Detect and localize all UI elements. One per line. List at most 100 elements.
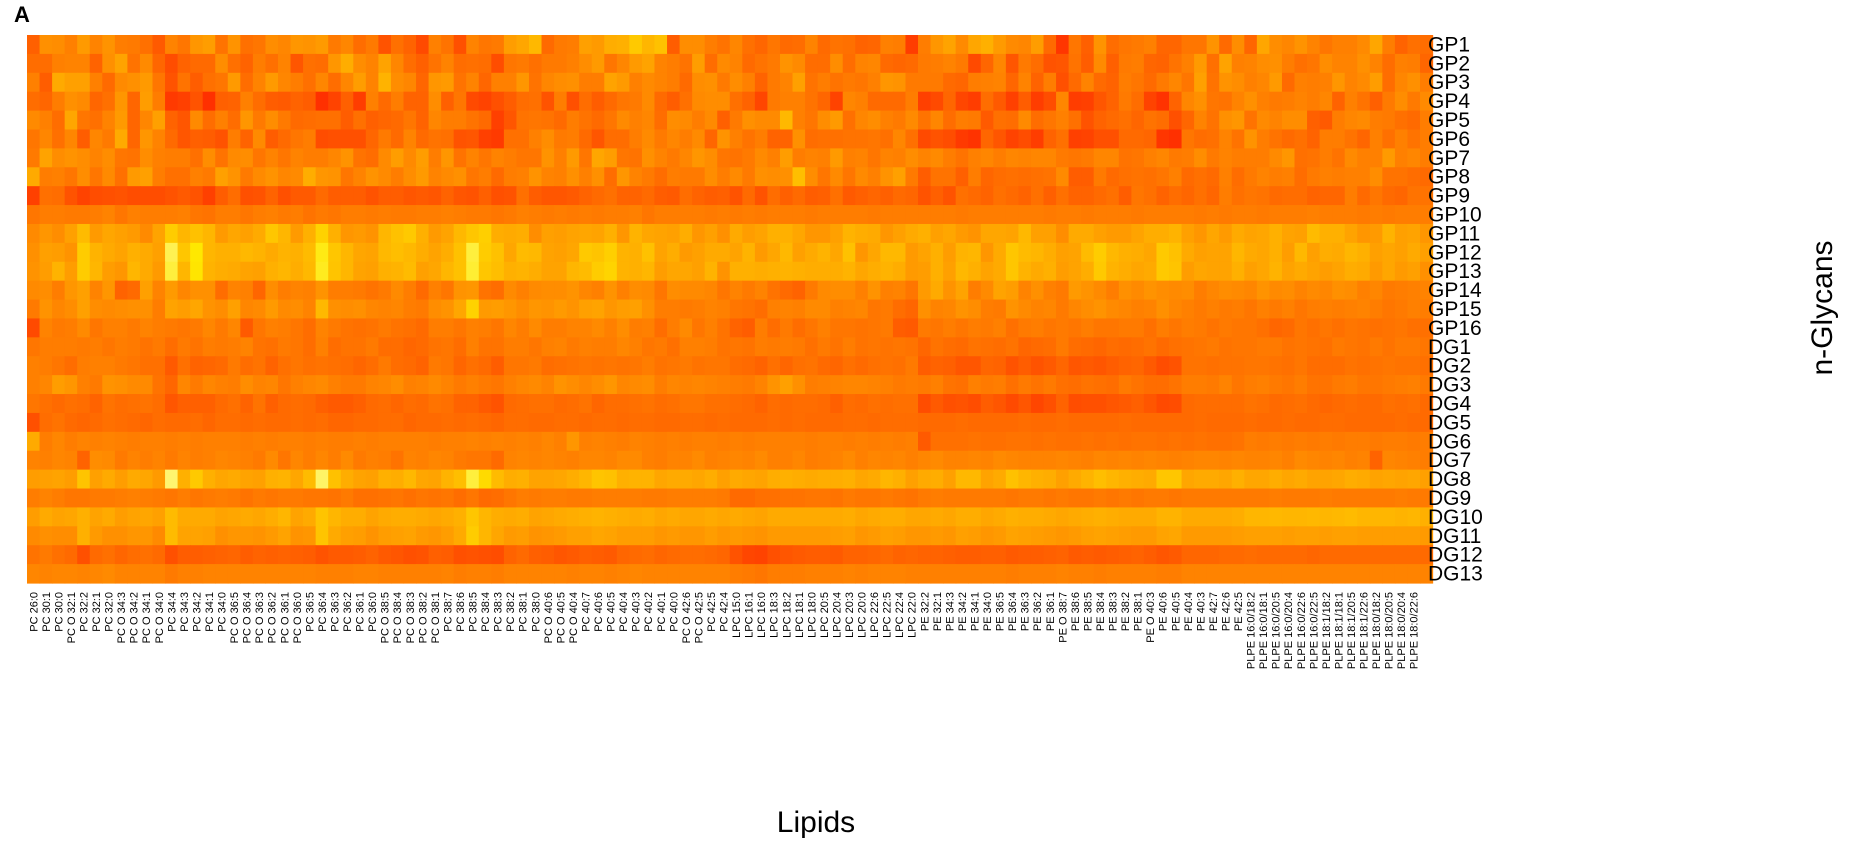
heatmap-cell bbox=[1407, 545, 1421, 565]
heatmap-cell bbox=[265, 242, 279, 263]
heatmap-cell bbox=[1344, 526, 1358, 546]
heatmap-cell bbox=[641, 110, 656, 131]
heatmap-cell bbox=[516, 450, 530, 471]
heatmap-cell bbox=[1206, 53, 1220, 74]
heatmap-cell bbox=[1131, 129, 1145, 149]
heatmap-cell bbox=[1068, 507, 1082, 527]
heatmap-cell bbox=[491, 394, 505, 414]
heatmap-cell bbox=[277, 469, 292, 490]
heatmap-cell bbox=[378, 299, 392, 320]
heatmap-cell bbox=[1018, 318, 1032, 338]
heatmap-cell bbox=[779, 91, 794, 112]
heatmap-cell bbox=[1256, 526, 1271, 546]
heatmap-cell bbox=[1143, 205, 1158, 225]
heatmap-cell bbox=[1005, 242, 1020, 263]
heatmap-cell bbox=[252, 242, 267, 263]
column-label: PE 42:6 bbox=[1220, 592, 1232, 631]
heatmap-cell bbox=[265, 129, 279, 149]
heatmap-cell bbox=[340, 337, 354, 357]
heatmap-cell bbox=[1231, 431, 1245, 452]
heatmap-cell bbox=[1156, 469, 1170, 490]
heatmap-cell bbox=[717, 469, 731, 490]
heatmap-cell bbox=[779, 431, 794, 452]
heatmap-cell bbox=[1394, 53, 1409, 74]
heatmap-cell bbox=[1068, 337, 1082, 357]
heatmap-cell bbox=[165, 110, 179, 131]
heatmap-cell bbox=[1043, 91, 1057, 112]
heatmap-cell bbox=[102, 469, 116, 490]
heatmap-cell bbox=[390, 356, 405, 376]
heatmap-cell bbox=[1206, 431, 1220, 452]
heatmap-cell bbox=[855, 280, 869, 301]
heatmap-cell bbox=[579, 431, 593, 452]
heatmap-cell bbox=[1357, 526, 1371, 546]
heatmap-cell bbox=[1369, 280, 1383, 301]
heatmap-cell bbox=[516, 186, 530, 206]
heatmap-cell bbox=[704, 205, 718, 225]
heatmap-cell bbox=[892, 469, 907, 490]
heatmap-cell bbox=[378, 186, 392, 206]
heatmap-cell bbox=[77, 186, 91, 206]
column-label: PE 40:3 bbox=[1195, 592, 1207, 631]
heatmap-cell bbox=[742, 205, 756, 225]
heatmap-cell bbox=[441, 110, 455, 131]
heatmap-cell bbox=[365, 545, 379, 565]
heatmap-cell bbox=[1018, 526, 1032, 546]
heatmap-cell bbox=[416, 72, 430, 93]
heatmap-cell bbox=[303, 129, 317, 149]
column-label: PC 34:1 bbox=[204, 592, 216, 632]
heatmap-cell bbox=[1056, 450, 1070, 471]
heatmap-cell bbox=[1307, 394, 1321, 414]
heatmap-cell bbox=[39, 129, 53, 149]
heatmap-cell bbox=[805, 91, 819, 112]
heatmap-cell bbox=[353, 431, 367, 452]
heatmap-cell bbox=[1030, 299, 1045, 320]
heatmap-cell bbox=[1294, 318, 1308, 338]
heatmap-cell bbox=[541, 148, 555, 168]
heatmap-cell bbox=[1332, 186, 1346, 206]
heatmap-cell bbox=[554, 412, 568, 433]
heatmap-cell bbox=[1332, 469, 1346, 490]
heatmap-cell bbox=[980, 337, 994, 357]
heatmap-cell bbox=[616, 469, 630, 490]
heatmap-cell bbox=[139, 223, 154, 244]
heatmap-cell bbox=[1093, 545, 1107, 565]
heatmap-cell bbox=[265, 394, 279, 414]
heatmap-cell bbox=[1081, 110, 1095, 131]
heatmap-cell bbox=[240, 72, 254, 93]
heatmap-cell bbox=[867, 129, 881, 149]
heatmap-cell bbox=[554, 261, 568, 282]
heatmap-cell bbox=[579, 53, 593, 74]
heatmap-cell bbox=[667, 375, 681, 395]
heatmap-cell bbox=[240, 545, 254, 565]
heatmap-cell bbox=[516, 356, 530, 376]
heatmap-cell bbox=[717, 564, 731, 584]
heatmap-cell bbox=[880, 280, 894, 301]
heatmap-cell bbox=[77, 205, 91, 225]
heatmap-cell bbox=[240, 431, 254, 452]
heatmap-cell bbox=[503, 299, 518, 320]
heatmap-cell bbox=[89, 223, 103, 244]
heatmap-cell bbox=[1018, 488, 1032, 509]
heatmap-cell bbox=[641, 299, 656, 320]
heatmap-cell bbox=[290, 280, 304, 301]
heatmap-cell bbox=[1357, 167, 1371, 187]
heatmap-cell bbox=[554, 299, 568, 320]
heatmap-cell bbox=[403, 564, 417, 584]
heatmap-cell bbox=[290, 507, 304, 527]
heatmap-cell bbox=[491, 431, 505, 452]
heatmap-cell bbox=[453, 167, 467, 187]
heatmap-cell bbox=[641, 318, 656, 338]
row-label: DG7 bbox=[1428, 449, 1471, 472]
heatmap-cell bbox=[416, 148, 430, 168]
heatmap-cell bbox=[692, 110, 706, 131]
heatmap-cell bbox=[478, 129, 492, 149]
heatmap-cell bbox=[579, 261, 593, 282]
heatmap-cell bbox=[27, 375, 41, 395]
heatmap-cell bbox=[717, 205, 731, 225]
heatmap-cell bbox=[353, 205, 367, 225]
heatmap-cell bbox=[754, 526, 769, 546]
heatmap-cell bbox=[1256, 488, 1271, 509]
heatmap-cell bbox=[1106, 223, 1120, 244]
heatmap-cell bbox=[1143, 280, 1158, 301]
